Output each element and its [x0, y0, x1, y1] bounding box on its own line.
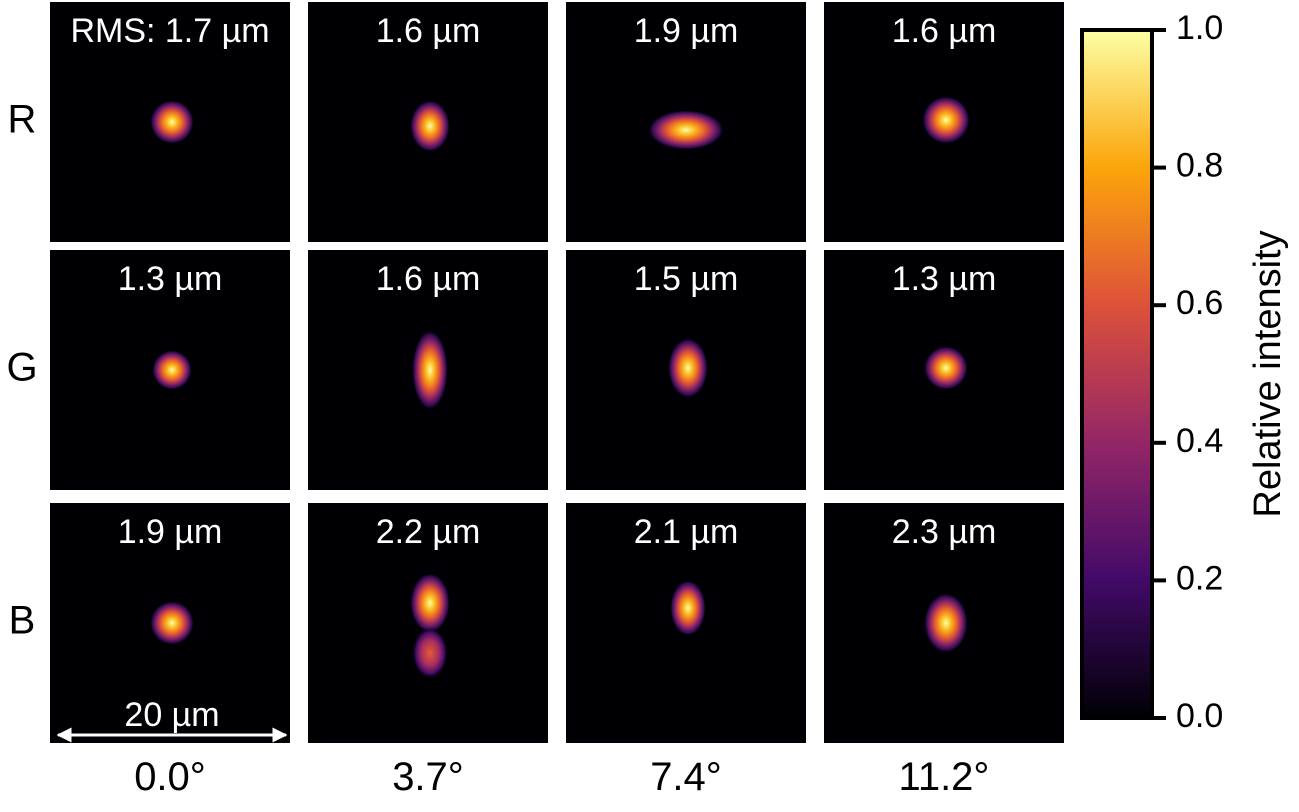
- colorbar-tick-label: 0.8: [1176, 147, 1223, 185]
- psf-spot: [150, 100, 194, 144]
- scale-bar-label: 20 µm: [124, 696, 219, 734]
- colorbar: [1080, 28, 1154, 720]
- rms-label: 1.6 µm: [892, 12, 997, 50]
- rms-label: 2.3 µm: [892, 513, 997, 551]
- column-label: 0.0°: [134, 755, 206, 799]
- rms-label: 1.6 µm: [376, 12, 481, 50]
- psf-spot: [412, 627, 448, 679]
- psf-spot: [648, 110, 724, 150]
- rms-label: 2.2 µm: [376, 513, 481, 551]
- psf-spot: [922, 96, 970, 144]
- rms-label: 2.1 µm: [634, 513, 739, 551]
- rms-label: 1.3 µm: [892, 260, 997, 298]
- psf-spot: [410, 573, 450, 633]
- psf-spot: [412, 330, 448, 410]
- colorbar-tick-label: 0.4: [1176, 422, 1223, 460]
- psf-panel: 2.1 µm: [566, 503, 806, 743]
- rms-label: RMS: 1.7 µm: [70, 12, 269, 50]
- psf-panel: 1.6 µm: [308, 250, 548, 490]
- psf-spot: [924, 346, 968, 390]
- column-label: 3.7°: [392, 755, 464, 799]
- psf-spot: [670, 580, 706, 636]
- psf-panel: 1.6 µm: [308, 2, 548, 242]
- psf-spot: [924, 593, 968, 653]
- psf-panel: 1.9 µm: [50, 503, 290, 743]
- column-label: 11.2°: [899, 755, 990, 799]
- psf-panel: 1.3 µm: [50, 250, 290, 490]
- row-label: G: [6, 346, 37, 390]
- psf-panel: 1.5 µm: [566, 250, 806, 490]
- psf-spot: [150, 601, 194, 645]
- colorbar-tick-label: 0.6: [1176, 284, 1223, 322]
- psf-spot: [152, 350, 192, 390]
- psf-panel: 2.3 µm: [824, 503, 1064, 743]
- rms-label: 1.3 µm: [118, 260, 223, 298]
- rms-label: 1.9 µm: [118, 513, 223, 551]
- colorbar-label: Relative intensity: [1247, 230, 1289, 517]
- psf-spot: [410, 100, 450, 152]
- rms-label: 1.6 µm: [376, 260, 481, 298]
- psf-spot: [668, 338, 708, 398]
- psf-panel: RMS: 1.7 µm: [50, 2, 290, 242]
- psf-panel: 1.3 µm: [824, 250, 1064, 490]
- colorbar-tick-label: 0.0: [1176, 697, 1223, 735]
- psf-panel: 1.6 µm: [824, 2, 1064, 242]
- rms-label: 1.5 µm: [634, 260, 739, 298]
- row-label: B: [9, 599, 36, 643]
- colorbar-tick-label: 0.2: [1176, 559, 1223, 597]
- column-label: 7.4°: [650, 755, 722, 799]
- psf-panel: 1.9 µm: [566, 2, 806, 242]
- colorbar-tick-label: 1.0: [1176, 9, 1223, 47]
- psf-panel: 2.2 µm: [308, 503, 548, 743]
- row-label: R: [8, 98, 37, 142]
- rms-label: 1.9 µm: [634, 12, 739, 50]
